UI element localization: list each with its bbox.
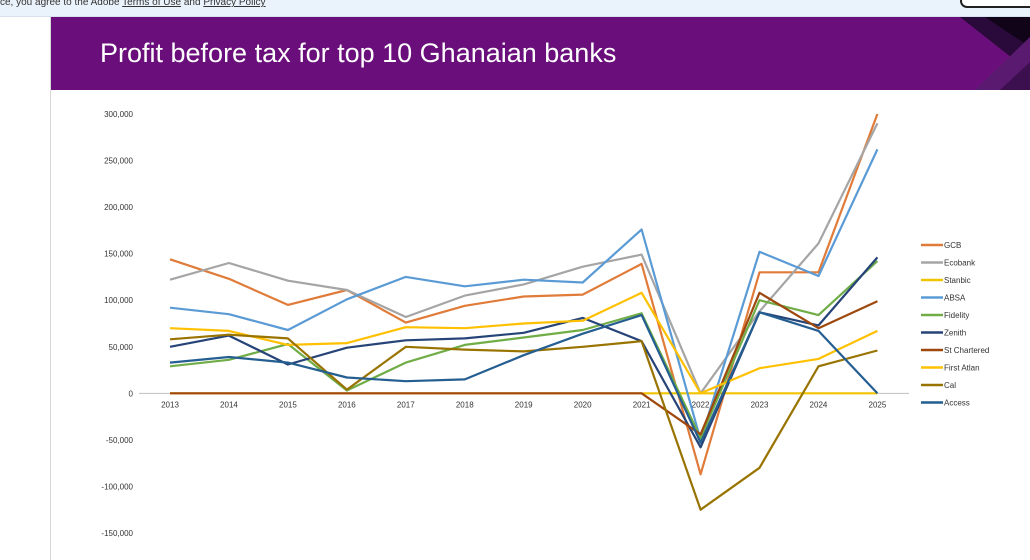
notice-conjunction: and <box>183 0 201 8</box>
legend-label-fidelity: Fidelity <box>944 311 969 320</box>
x-tick-label: 2015 <box>279 400 297 409</box>
legend-label-absa: ABSA <box>944 294 966 303</box>
notice-action-button[interactable] <box>960 0 1030 8</box>
x-tick-label: 2018 <box>456 400 474 409</box>
x-tick-label: 2023 <box>751 400 769 409</box>
legend-label-access: Access <box>944 399 970 408</box>
slide-title: Profit before tax for top 10 Ghanaian ba… <box>100 38 617 68</box>
y-tick-label: -50,000 <box>106 436 134 445</box>
y-tick-label: 250,000 <box>104 157 133 166</box>
y-tick-label: 0 <box>129 389 134 398</box>
series-line-access <box>169 311 879 444</box>
x-tick-label: 2014 <box>220 400 238 409</box>
series-line-cal <box>169 333 878 511</box>
notice-prefix: ce, you agree to the Adobe <box>0 0 120 8</box>
series-line-absa <box>169 148 879 441</box>
legend-label-st-chartered: St Chartered <box>944 346 989 355</box>
series-line-fidelity <box>169 260 879 440</box>
y-tick-label: -150,000 <box>101 529 133 538</box>
x-tick-label: 2017 <box>397 400 415 409</box>
y-tick-label: 300,000 <box>104 110 133 119</box>
x-tick-label: 2020 <box>574 400 592 409</box>
legend-label-first-atlan: First Atlan <box>944 364 980 373</box>
legend-label-gcb: GCB <box>944 241 961 250</box>
y-tick-label: 150,000 <box>104 250 133 259</box>
y-tick-label: 50,000 <box>109 343 134 352</box>
legend-label-ecobank: Ecobank <box>944 259 976 268</box>
x-tick-label: 2022 <box>692 400 710 409</box>
y-tick-label: 200,000 <box>104 203 133 212</box>
title-banner: Profit before tax for top 10 Ghanaian ba… <box>51 17 1030 90</box>
x-tick-label: 2019 <box>515 400 533 409</box>
x-tick-label: 2021 <box>633 400 651 409</box>
profit-line-chart: 300,000 250,000 200,000 150,000 100,000 50,00… <box>101 110 989 538</box>
x-tick-label: 2013 <box>161 400 179 409</box>
series-line-gcb <box>169 113 879 476</box>
y-tick-label: 100,000 <box>104 296 133 305</box>
series-line-first-atlan <box>169 291 878 395</box>
x-tick-label: 2024 <box>810 400 828 409</box>
privacy-policy-link[interactable]: Privacy Policy <box>203 0 266 8</box>
legend-label-zenith: Zenith <box>944 329 966 338</box>
legend-label-cal: Cal <box>944 381 956 390</box>
terms-of-use-link[interactable]: Terms of Use <box>122 0 182 8</box>
x-tick-label: 2016 <box>338 400 356 409</box>
x-tick-label: 2025 <box>869 400 887 409</box>
slide-canvas: Profit before tax for top 10 Ghanaian ba… <box>51 17 1030 560</box>
series-line-st-chartered <box>170 291 878 436</box>
series-line-ecobank <box>169 122 879 395</box>
adobe-notice-bar: ce, you agree to the Adobe Terms of Use … <box>0 0 1030 17</box>
y-tick-label: -100,000 <box>101 482 133 491</box>
adobe-notice-text: ce, you agree to the Adobe Terms of Use … <box>0 0 266 8</box>
banner-corner-decoration <box>960 17 1030 90</box>
legend-label-stanbic: Stanbic <box>944 276 971 285</box>
slide-thumbnail-pane <box>0 17 51 560</box>
